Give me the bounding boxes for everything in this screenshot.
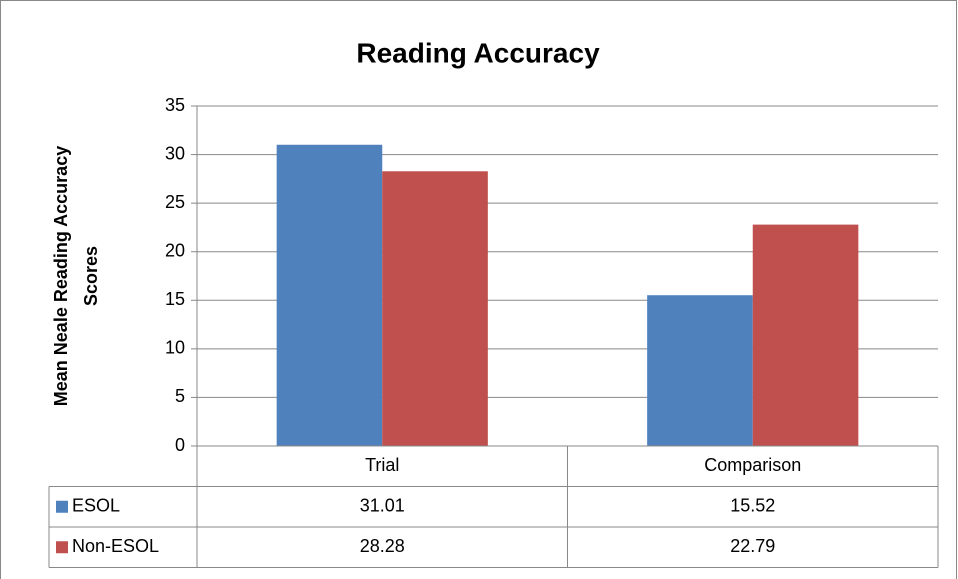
legend-label: Non-ESOL [72, 536, 159, 556]
bar [752, 224, 859, 446]
x-tick-label: Trial [365, 455, 399, 475]
y-axis-label: Mean Neale Reading Accuracy [51, 146, 71, 406]
legend-swatch [56, 500, 68, 513]
y-axis-label: Scores [81, 246, 101, 306]
legend-swatch [56, 541, 68, 554]
table-value: 28.28 [360, 536, 405, 556]
y-tick-label: 20 [165, 240, 185, 260]
y-tick-label: 30 [165, 143, 185, 163]
bar [647, 295, 753, 446]
bar [276, 144, 383, 446]
y-tick-label: 10 [165, 338, 185, 358]
legend-label: ESOL [72, 496, 120, 516]
y-tick-label: 15 [165, 289, 185, 309]
bar [382, 171, 488, 446]
x-tick-label: Comparison [704, 455, 801, 475]
y-tick-label: 0 [175, 435, 185, 455]
table-value: 15.52 [730, 496, 775, 516]
table-value: 22.79 [730, 536, 775, 556]
table-value: 31.01 [360, 496, 405, 516]
y-tick-label: 35 [165, 95, 185, 115]
y-tick-label: 5 [175, 386, 185, 406]
y-tick-label: 25 [165, 192, 185, 212]
chart-title: Reading Accuracy [356, 37, 600, 68]
